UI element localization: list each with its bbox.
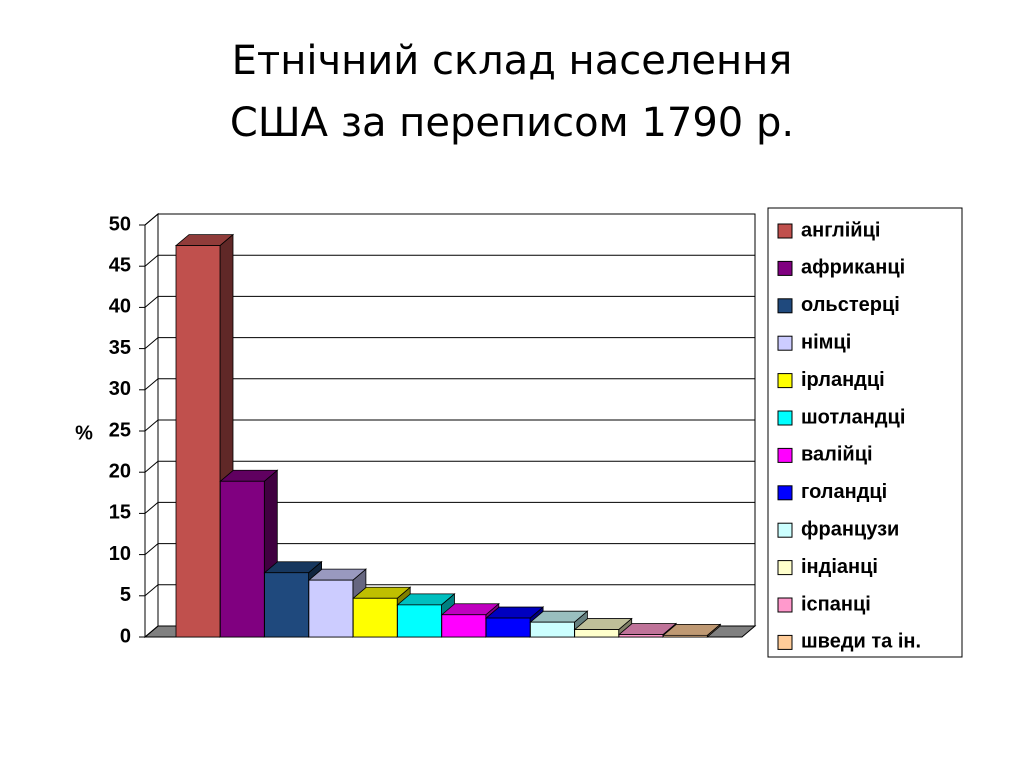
- grid-line: [144, 254, 159, 267]
- bar: [397, 604, 442, 638]
- legend-label: шотландці: [801, 406, 905, 428]
- y-tick-label: 45: [109, 254, 131, 276]
- legend-swatch: [777, 298, 793, 314]
- legend-label: французи: [801, 518, 899, 540]
- grid-line: [144, 378, 159, 391]
- grid-line: [144, 543, 159, 555]
- grid-line: [144, 296, 159, 308]
- y-tick-label: 50: [109, 213, 131, 235]
- bar: [618, 634, 664, 638]
- bar: [175, 245, 221, 638]
- bar: [219, 480, 265, 638]
- grid-line: [144, 625, 159, 638]
- legend-swatch: [777, 634, 793, 650]
- legend-label: індіанці: [801, 556, 878, 578]
- legend-swatch: [777, 485, 793, 501]
- grid-line: [144, 213, 159, 226]
- y-tick-label: 30: [109, 378, 131, 400]
- legend-swatch: [777, 447, 793, 463]
- y-tick-label: 35: [109, 337, 131, 359]
- y-tick-label: 40: [109, 296, 131, 318]
- bar: [530, 621, 575, 638]
- y-tick-label: 25: [109, 419, 131, 441]
- y-tick-label: 0: [120, 625, 131, 647]
- grid-line: [144, 460, 159, 473]
- legend-label: валійці: [801, 444, 873, 466]
- legend-swatch: [777, 560, 793, 576]
- legend-swatch: [777, 522, 793, 538]
- y-tick-label: 20: [109, 460, 131, 482]
- grid-line: [144, 584, 159, 597]
- y-axis-label: %: [75, 422, 93, 444]
- grid-line: [144, 419, 159, 432]
- y-tick-label: 15: [109, 502, 131, 524]
- legend-swatch: [777, 373, 793, 389]
- y-tick-label: 5: [120, 584, 131, 606]
- legend-swatch: [777, 223, 793, 239]
- y-tick-label: 10: [109, 543, 131, 565]
- grid-line: [144, 502, 159, 514]
- bar: [264, 572, 310, 638]
- bar: [485, 617, 531, 638]
- bar: [308, 579, 354, 638]
- legend-label: ольстерці: [801, 294, 900, 316]
- slide-title: Етнічний склад населення США за переписо…: [229, 38, 795, 146]
- legend-label: іспанці: [801, 593, 871, 615]
- legend-box: [767, 207, 963, 658]
- bar: [352, 597, 398, 638]
- bar: [574, 629, 620, 638]
- legend-label: ірландці: [801, 369, 885, 391]
- legend-label: голандці: [801, 481, 887, 503]
- legend-label: африканці: [801, 257, 905, 279]
- bar: [662, 634, 708, 638]
- legend-swatch: [777, 260, 793, 276]
- legend-swatch: [777, 335, 793, 351]
- legend-swatch: [777, 410, 793, 426]
- legend-label: німці: [801, 331, 851, 353]
- grid-line: [144, 337, 159, 349]
- legend-label: шведи та ін.: [801, 631, 921, 653]
- legend-label: англійці: [801, 219, 880, 241]
- legend-swatch: [777, 597, 793, 613]
- bar: [441, 614, 487, 638]
